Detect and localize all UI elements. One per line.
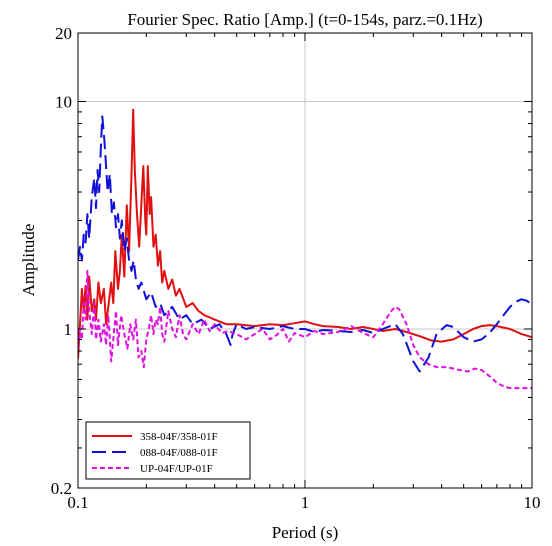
series-line-2 [78,115,532,373]
x-tick-label: 0.1 [67,493,88,512]
x-axis-label: Period (s) [272,523,339,542]
chart-title: Fourier Spec. Ratio [Amp.] (t=0-154s, pa… [127,10,482,29]
y-axis-label: Amplitude [19,224,38,297]
legend-label-2: 088-04F/088-01F [140,447,218,459]
legend-box [85,421,251,480]
x-tick-label: 1 [301,493,310,512]
series-line-1 [78,108,532,359]
ticks: 0.1 1 10 0.2 1 10 20 [51,24,541,512]
series-layer [78,108,532,390]
legend-label-3: UP-04F/UP-01F [140,463,213,475]
y-tick-label: 0.2 [51,479,72,498]
series-line-3 [78,269,532,390]
y-tick-label: 1 [64,320,73,339]
y-tick-label: 20 [55,24,72,43]
y-tick-label: 10 [55,92,72,111]
legend-label-1: 358-04F/358-01F [140,431,218,443]
x-tick-label: 10 [524,493,541,512]
legend: 358-04F/358-01F 088-04F/088-01F UP-04F/UP-… [85,421,251,480]
